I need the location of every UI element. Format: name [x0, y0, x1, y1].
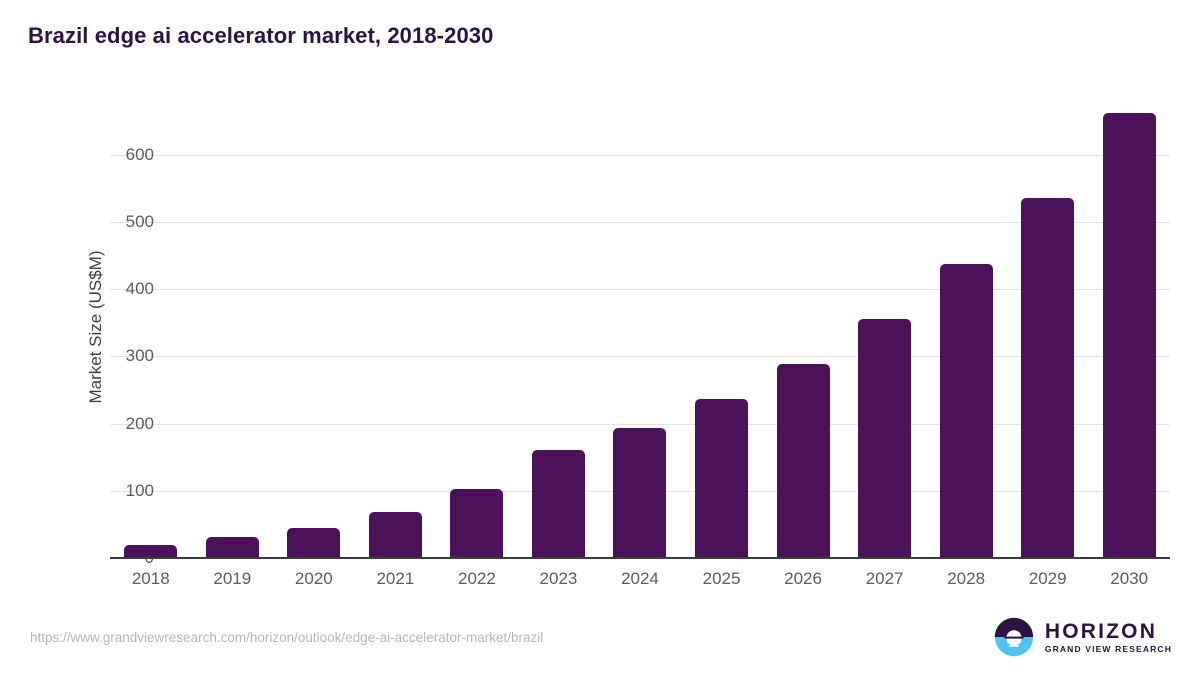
x-axis-tick: 2030 — [1110, 569, 1149, 588]
bar-slot — [1088, 95, 1170, 558]
source-url[interactable]: https://www.grandviewresearch.com/horizo… — [30, 630, 544, 645]
bar-slot — [436, 95, 518, 558]
bar[interactable] — [776, 363, 830, 558]
x-axis-tick: 2023 — [539, 569, 578, 588]
bar-slot — [599, 95, 681, 558]
x-axis-tick: 2025 — [702, 569, 741, 588]
bar[interactable] — [450, 488, 504, 558]
bar[interactable] — [287, 527, 341, 558]
bar[interactable] — [368, 512, 422, 558]
brand-logo-text: HORIZON GRAND VIEW RESEARCH — [1045, 621, 1172, 654]
bar-slot — [844, 95, 926, 558]
brand-tagline: GRAND VIEW RESEARCH — [1044, 643, 1172, 654]
bar[interactable] — [205, 537, 259, 558]
brand-name: HORIZON — [1044, 619, 1158, 643]
bar[interactable] — [695, 398, 749, 558]
bar-slot — [681, 95, 763, 558]
gridline — [110, 423, 1170, 425]
bar-slot — [762, 95, 844, 558]
bar-slot — [192, 95, 274, 558]
x-axis-line — [110, 557, 1170, 559]
x-axis-tick: 2027 — [865, 569, 904, 588]
x-axis-tick: 2022 — [457, 569, 496, 588]
bar[interactable] — [1102, 113, 1156, 558]
gridline — [110, 222, 1170, 223]
horizon-logo-icon — [994, 617, 1034, 657]
brand-logo: HORIZON GRAND VIEW RESEARCH — [994, 617, 1172, 657]
gridline — [110, 154, 1170, 156]
y-axis-tick: 400 — [125, 279, 154, 299]
x-axis-tick: 2028 — [947, 569, 986, 588]
x-axis-tick: 2026 — [784, 569, 822, 588]
x-axis-tick: 2019 — [213, 569, 252, 588]
bar-slot — [925, 95, 1007, 558]
plot-area: Market Size (US$M) 0100200300400500600 2… — [86, 95, 1170, 588]
page-title: Brazil edge ai accelerator market, 2018-… — [28, 23, 494, 48]
gridline — [110, 356, 1170, 358]
x-axis-tick: 2020 — [294, 569, 333, 588]
bar[interactable] — [858, 319, 912, 558]
x-axis-tick: 2024 — [621, 569, 659, 588]
bar-slot — [1007, 95, 1089, 558]
y-axis-tick: 600 — [125, 144, 154, 164]
bar-slot — [355, 95, 437, 558]
bar[interactable] — [939, 264, 993, 558]
y-axis-tick: 500 — [125, 212, 154, 231]
y-axis-tick: 100 — [125, 480, 154, 500]
bar[interactable] — [531, 450, 585, 558]
y-axis-tick: 300 — [125, 346, 154, 366]
gridline — [110, 289, 1170, 291]
bar-slot — [110, 95, 192, 558]
bar-slot — [273, 95, 355, 558]
x-axis-tick: 2021 — [376, 569, 415, 588]
bar[interactable] — [124, 545, 178, 558]
x-axis-tick: 2018 — [131, 569, 170, 588]
bar[interactable] — [613, 427, 667, 558]
bar[interactable] — [1021, 197, 1075, 558]
y-axis-tick: 200 — [125, 413, 154, 433]
y-axis-title: Market Size (US$M) — [86, 249, 105, 404]
x-axis-tick: 2029 — [1028, 569, 1067, 588]
bar-slot — [518, 95, 600, 558]
